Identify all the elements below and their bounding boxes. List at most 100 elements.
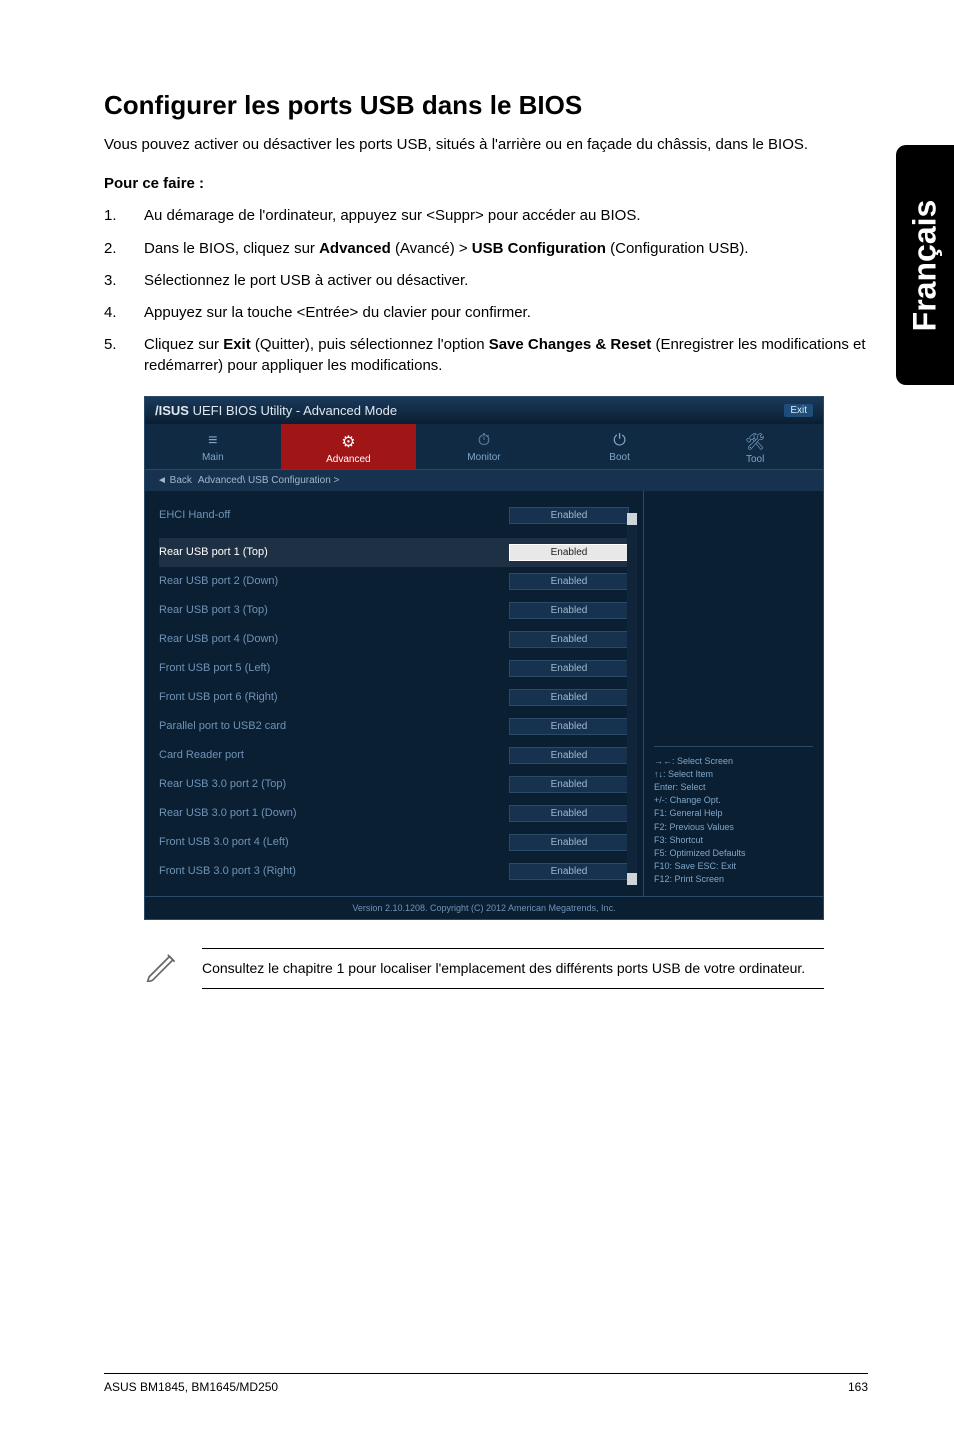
- bios-option-value[interactable]: Enabled: [509, 573, 629, 590]
- pencil-icon: [144, 948, 178, 987]
- intro-text: Vous pouvez activer ou désactiver les po…: [104, 135, 870, 155]
- steps-heading: Pour ce faire :: [104, 175, 870, 192]
- bios-breadcrumb: ◄ Back Advanced\ USB Configuration >: [145, 470, 823, 491]
- bios-option-value[interactable]: Enabled: [509, 660, 629, 677]
- bios-option-label: Rear USB port 1 (Top): [159, 546, 268, 558]
- bios-help-line: Enter: Select: [654, 781, 813, 794]
- main-icon: ≡: [149, 432, 277, 450]
- bios-tab-tool[interactable]: 🛠 Tool: [687, 424, 823, 469]
- bios-scrollbar[interactable]: [627, 513, 637, 885]
- bios-options-panel: EHCI Hand-offEnabled Rear USB port 1 (Top…: [145, 491, 643, 896]
- step-number: 1.: [104, 206, 117, 226]
- tool-icon: 🛠: [691, 432, 819, 452]
- bios-option-row[interactable]: Parallel port to USB2 card Enabled: [159, 712, 629, 741]
- bios-option-row[interactable]: Card Reader portEnabled: [159, 741, 629, 770]
- bios-tab-label: Tool: [746, 454, 764, 465]
- step-text: Sélectionnez le port USB à activer ou dé…: [144, 272, 468, 289]
- bios-option-row[interactable]: Front USB port 6 (Right) Enabled: [159, 683, 629, 712]
- bios-option-row[interactable]: Rear USB port 4 (Down) Enabled: [159, 625, 629, 654]
- step-number: 5.: [104, 335, 117, 355]
- bios-option-label: Front USB 3.0 port 4 (Left): [159, 836, 289, 848]
- note-text: Consultez le chapitre 1 pour localiser l…: [202, 948, 824, 989]
- page-content: Configurer les ports USB dans le BIOS Vo…: [104, 90, 870, 989]
- bios-help-line: F12: Print Screen: [654, 873, 813, 886]
- bios-option-label: Rear USB 3.0 port 1 (Down): [159, 807, 297, 819]
- bios-body: EHCI Hand-offEnabled Rear USB port 1 (Top…: [145, 491, 823, 896]
- bios-help-line: ↑↓: Select Item: [654, 768, 813, 781]
- step-text: Dans le BIOS, cliquez sur Advanced (Avan…: [144, 240, 749, 257]
- step-number: 2.: [104, 239, 117, 259]
- step-text: Cliquez sur Exit (Quitter), puis sélecti…: [144, 336, 866, 373]
- bios-option-row[interactable]: Front USB 3.0 port 3 (Right) Enabled: [159, 857, 629, 886]
- bios-back[interactable]: ◄ Back: [157, 475, 192, 486]
- bios-option-label: Front USB 3.0 port 3 (Right): [159, 865, 296, 877]
- bios-help-line: F3: Shortcut: [654, 834, 813, 847]
- bios-help-line: →←: Select Screen: [654, 755, 813, 768]
- bios-option-row[interactable]: EHCI Hand-offEnabled: [159, 501, 629, 530]
- bios-tabs: ≡ Main ⚙ Advanced ⏱ Monitor ⏻Boot🛠 Tool: [145, 424, 823, 470]
- bios-tab-label: Main: [202, 452, 224, 463]
- bios-option-value[interactable]: Enabled: [509, 602, 629, 619]
- bios-option-row[interactable]: Front USB 3.0 port 4 (Left) Enabled: [159, 828, 629, 857]
- bios-option-value[interactable]: Enabled: [509, 689, 629, 706]
- bios-option-row[interactable]: Rear USB port 2 (Down) Enabled: [159, 567, 629, 596]
- bios-tab-monitor[interactable]: ⏱ Monitor: [416, 424, 552, 469]
- step-item: 2. Dans le BIOS, cliquez sur Advanced (Av…: [104, 239, 870, 259]
- bios-option-label: Rear USB port 2 (Down): [159, 575, 278, 587]
- bios-option-value[interactable]: Enabled: [509, 631, 629, 648]
- bios-option-value[interactable]: Enabled: [509, 834, 629, 851]
- bios-footer: Version 2.10.1208. Copyright (C) 2012 Am…: [145, 896, 823, 919]
- note-row: Consultez le chapitre 1 pour localiser l…: [144, 948, 824, 989]
- bios-option-value[interactable]: Enabled: [509, 507, 629, 524]
- bios-tab-boot[interactable]: ⏻Boot: [552, 424, 688, 469]
- bios-help-line: F5: Optimized Defaults: [654, 847, 813, 860]
- bios-tab-label: Monitor: [467, 452, 500, 463]
- language-tab: Français: [896, 145, 954, 385]
- step-text: Au démarage de l'ordinateur, appuyez sur…: [144, 207, 641, 224]
- steps-list: 1. Au démarage de l'ordinateur, appuyez s…: [104, 206, 870, 376]
- bios-help-panel: →←: Select Screen↑↓: Select ItemEnter: S…: [643, 491, 823, 896]
- bios-option-value[interactable]: Enabled: [509, 776, 629, 793]
- footer-model: ASUS BM1845, BM1645/MD250: [104, 1380, 278, 1394]
- bios-option-row[interactable]: Rear USB 3.0 port 2 (Top) Enabled: [159, 770, 629, 799]
- scroll-arrow-down-icon[interactable]: [627, 873, 637, 885]
- bios-option-value[interactable]: Enabled: [509, 544, 629, 561]
- bios-option-label: Rear USB port 3 (Top): [159, 604, 268, 616]
- boot-icon: ⏻: [556, 432, 684, 450]
- bios-option-row[interactable]: Rear USB 3.0 port 1 (Down) Enabled: [159, 799, 629, 828]
- bios-help-list: →←: Select Screen↑↓: Select ItemEnter: S…: [654, 746, 813, 885]
- bios-option-row[interactable]: Rear USB port 3 (Top) Enabled: [159, 596, 629, 625]
- step-item: 1. Au démarage de l'ordinateur, appuyez s…: [104, 206, 870, 226]
- bios-tab-advanced[interactable]: ⚙ Advanced: [281, 424, 417, 469]
- bios-tab-label: Advanced: [326, 454, 370, 465]
- bios-help-line: +/-: Change Opt.: [654, 794, 813, 807]
- monitor-icon: ⏱: [420, 432, 548, 450]
- bios-option-label: Parallel port to USB2 card: [159, 720, 286, 732]
- scroll-arrow-up-icon[interactable]: [627, 513, 637, 525]
- step-item: 5. Cliquez sur Exit (Quitter), puis sélec…: [104, 335, 870, 376]
- footer-page-number: 163: [848, 1380, 868, 1394]
- bios-option-row[interactable]: Rear USB port 1 (Top) Enabled: [159, 538, 629, 567]
- bios-option-value[interactable]: Enabled: [509, 805, 629, 822]
- bios-option-value[interactable]: Enabled: [509, 718, 629, 735]
- page-footer: ASUS BM1845, BM1645/MD250 163: [104, 1373, 868, 1394]
- bios-option-label: Front USB port 6 (Right): [159, 691, 278, 703]
- bios-title: UEFI BIOS Utility - Advanced Mode: [193, 403, 397, 418]
- bios-exit-tag[interactable]: Exit: [784, 404, 813, 417]
- bios-tab-main[interactable]: ≡ Main: [145, 424, 281, 469]
- bios-option-label: Rear USB port 4 (Down): [159, 633, 278, 645]
- bios-brand: /ISUS: [155, 403, 189, 418]
- step-text: Appuyez sur la touche <Entrée> du clavie…: [144, 304, 531, 321]
- bios-option-row[interactable]: Front USB port 5 (Left)Enabled: [159, 654, 629, 683]
- bios-help-line: F10: Save ESC: Exit: [654, 860, 813, 873]
- step-item: 3.Sélectionnez le port USB à activer ou …: [104, 271, 870, 291]
- page-title: Configurer les ports USB dans le BIOS: [104, 90, 870, 121]
- language-tab-label: Français: [907, 199, 944, 331]
- bios-option-value[interactable]: Enabled: [509, 863, 629, 880]
- bios-option-label: Rear USB 3.0 port 2 (Top): [159, 778, 286, 790]
- step-item: 4. Appuyez sur la touche <Entrée> du clav…: [104, 303, 870, 323]
- advanced-icon: ⚙: [285, 432, 413, 452]
- step-number: 4.: [104, 303, 117, 323]
- bios-screenshot: /ISUS UEFI BIOS Utility - Advanced Mode …: [144, 396, 824, 920]
- bios-option-value[interactable]: Enabled: [509, 747, 629, 764]
